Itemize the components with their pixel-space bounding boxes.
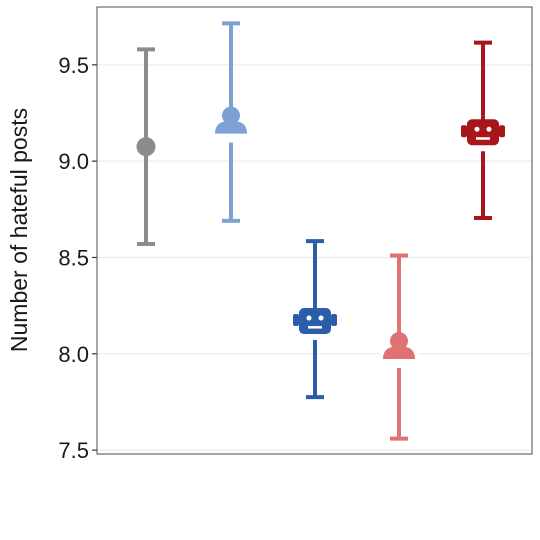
data-point-2 <box>212 21 250 223</box>
y-axis-title: Number of hateful posts <box>6 108 32 352</box>
data-point-4 <box>380 253 418 441</box>
robot-icon <box>293 304 337 341</box>
person-icon <box>212 106 250 143</box>
y-tick-label: 8.0 <box>58 342 89 367</box>
y-tick-label: 9.0 <box>58 149 89 174</box>
data-point-5 <box>461 40 505 220</box>
circle-marker <box>136 137 156 157</box>
y-tick-label: 9.5 <box>58 53 89 78</box>
panel-border <box>96 6 533 455</box>
robot-icon <box>461 115 505 152</box>
data-point-3 <box>293 239 337 400</box>
y-tick-label: 8.5 <box>58 245 89 270</box>
person-icon <box>380 332 418 369</box>
y-axis-ticks: 7.5 8.0 8.5 9.0 9.5 <box>58 53 97 463</box>
y-tick-label: 7.5 <box>58 438 89 463</box>
data-point-1 <box>136 47 156 246</box>
data-points <box>136 21 505 441</box>
